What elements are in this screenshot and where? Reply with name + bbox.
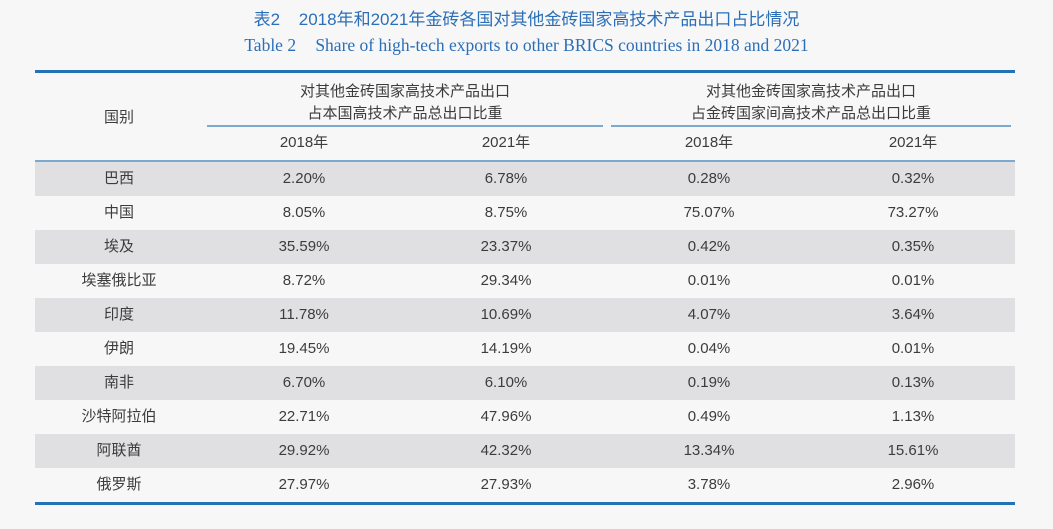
table-row-egypt: 埃及 35.59% 23.37% 0.42% 0.35% <box>35 230 1015 264</box>
year-header-2021: 2021年 <box>481 134 531 151</box>
value-cell: 29.92% <box>278 442 330 459</box>
value-cell: 75.07% <box>683 204 735 221</box>
table-row-russia: 俄罗斯 27.97% 27.93% 3.78% 2.96% <box>35 468 1015 502</box>
country-cell: 埃塞俄比亚 <box>81 272 157 289</box>
table-row-ethiopia: 埃塞俄比亚 8.72% 29.34% 0.01% 0.01% <box>35 264 1015 298</box>
value-cell: 8.75% <box>484 204 528 221</box>
value-cell: 29.34% <box>480 272 532 289</box>
value-cell: 47.96% <box>480 408 532 425</box>
year-subheaders: 2018年 2021年 <box>203 127 607 160</box>
value-cell: 0.01% <box>891 272 935 289</box>
value-cell: 8.72% <box>282 272 326 289</box>
value-cell: 0.19% <box>687 374 731 391</box>
value-cell: 27.93% <box>480 476 532 493</box>
table-row-brazil: 巴西 2.20% 6.78% 0.28% 0.32% <box>35 162 1015 196</box>
value-cell: 10.69% <box>480 306 532 323</box>
table-row-south-africa: 南非 6.70% 6.10% 0.19% 0.13% <box>35 366 1015 400</box>
value-cell: 3.78% <box>687 476 731 493</box>
value-cell: 14.19% <box>480 340 532 357</box>
value-cell: 2.96% <box>891 476 935 493</box>
year-header-2018: 2018年 <box>279 134 329 151</box>
country-cell: 俄罗斯 <box>96 476 142 493</box>
value-cell: 0.13% <box>891 374 935 391</box>
value-cell: 73.27% <box>887 204 939 221</box>
value-cell: 6.10% <box>484 374 528 391</box>
value-cell: 42.32% <box>480 442 532 459</box>
country-cell: 巴西 <box>103 170 134 187</box>
value-cell: 2.20% <box>282 170 326 187</box>
table-row-india: 印度 11.78% 10.69% 4.07% 3.64% <box>35 298 1015 332</box>
value-cell: 11.78% <box>279 306 329 323</box>
value-cell: 19.45% <box>278 340 330 357</box>
table-row-china: 中国 8.05% 8.75% 75.07% 73.27% <box>35 196 1015 230</box>
year-header-2018: 2018年 <box>684 134 734 151</box>
table-caption-zh: 表2 2018年和2021年金砖各国对其他金砖国家高技术产品出口占比情况 <box>0 8 1053 32</box>
group-title-line1: 对其他金砖国家高技术产品出口 <box>705 83 916 100</box>
value-cell: 0.01% <box>687 272 731 289</box>
table-row-iran: 伊朗 19.45% 14.19% 0.04% 0.01% <box>35 332 1015 366</box>
value-cell: 4.07% <box>687 306 731 323</box>
country-column-header: 国别 <box>103 109 134 126</box>
country-cell: 沙特阿拉伯 <box>81 408 157 425</box>
group-title-line2: 占本国高技术产品总出口比重 <box>307 105 503 122</box>
data-table: 国别 对其他金砖国家高技术产品出口 占本国高技术产品总出口比重 2018年 20… <box>35 70 1015 505</box>
country-cell: 南非 <box>103 374 134 391</box>
country-cell: 埃及 <box>103 238 134 255</box>
table-body: 巴西 2.20% 6.78% 0.28% 0.32% 中国 8.05% 8.75… <box>35 162 1015 502</box>
year-header-2021: 2021年 <box>888 134 938 151</box>
table-header: 国别 对其他金砖国家高技术产品出口 占本国高技术产品总出口比重 2018年 20… <box>35 73 1015 162</box>
group-header-intra-brics: 对其他金砖国家高技术产品出口 占金砖国家间高技术产品总出口比重 2018年 20… <box>607 73 1015 160</box>
value-cell: 0.28% <box>687 170 731 187</box>
table-caption-en: Table 2 Share of high-tech exports to oth… <box>0 32 1053 58</box>
year-subheaders: 2018年 2021年 <box>607 127 1015 160</box>
country-cell: 印度 <box>103 306 134 323</box>
value-cell: 0.42% <box>687 238 731 255</box>
value-cell: 35.59% <box>278 238 330 255</box>
country-cell: 伊朗 <box>103 340 134 357</box>
value-cell: 6.78% <box>484 170 528 187</box>
table-title-en: Share of high-tech exports to other BRIC… <box>315 35 809 55</box>
value-cell: 15.61% <box>887 442 939 459</box>
country-cell: 中国 <box>103 204 134 221</box>
value-cell: 23.37% <box>480 238 532 255</box>
value-cell: 0.32% <box>891 170 935 187</box>
value-cell: 1.13% <box>891 408 935 425</box>
table-row-saudi-arabia: 沙特阿拉伯 22.71% 47.96% 0.49% 1.13% <box>35 400 1015 434</box>
value-cell: 0.35% <box>891 238 935 255</box>
value-cell: 3.64% <box>891 306 935 323</box>
group-title: 对其他金砖国家高技术产品出口 占本国高技术产品总出口比重 <box>207 73 603 127</box>
table-row-uae: 阿联酋 29.92% 42.32% 13.34% 15.61% <box>35 434 1015 468</box>
group-header-own-exports: 对其他金砖国家高技术产品出口 占本国高技术产品总出口比重 2018年 2021年 <box>203 73 607 160</box>
country-cell: 阿联酋 <box>96 442 142 459</box>
value-cell: 6.70% <box>282 374 326 391</box>
group-title-line1: 对其他金砖国家高技术产品出口 <box>299 83 510 100</box>
value-cell: 0.04% <box>687 340 731 357</box>
value-cell: 8.05% <box>282 204 326 221</box>
value-cell: 22.71% <box>278 408 330 425</box>
value-cell: 0.01% <box>891 340 935 357</box>
table-title-zh: 2018年和2021年金砖各国对其他金砖国家高技术产品出口占比情况 <box>298 10 800 29</box>
group-title: 对其他金砖国家高技术产品出口 占金砖国家间高技术产品总出口比重 <box>611 73 1011 127</box>
group-title-line2: 占金砖国家间高技术产品总出口比重 <box>690 105 931 122</box>
value-cell: 13.34% <box>683 442 735 459</box>
table-number-en: Table 2 <box>244 35 297 55</box>
table-number-zh: 表2 <box>253 10 281 29</box>
value-cell: 27.97% <box>278 476 330 493</box>
value-cell: 0.49% <box>687 408 731 425</box>
